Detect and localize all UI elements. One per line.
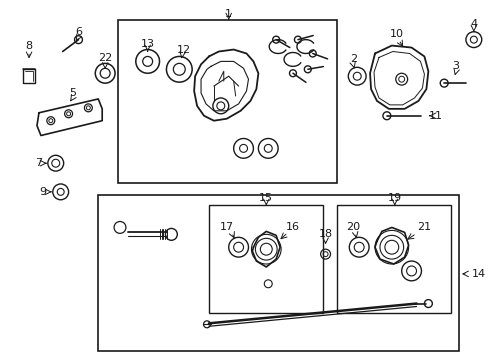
Bar xyxy=(208,205,322,314)
Text: 21: 21 xyxy=(417,222,430,233)
Bar xyxy=(118,20,337,183)
Text: 17: 17 xyxy=(219,222,233,233)
Text: 22: 22 xyxy=(98,53,112,63)
Bar xyxy=(98,195,458,351)
Text: 20: 20 xyxy=(346,222,360,233)
Text: 9: 9 xyxy=(39,187,46,197)
Text: 11: 11 xyxy=(428,111,443,121)
Text: 10: 10 xyxy=(389,29,403,39)
Text: 19: 19 xyxy=(387,193,401,203)
Text: 18: 18 xyxy=(318,229,332,239)
Text: 16: 16 xyxy=(285,222,299,233)
Text: 2: 2 xyxy=(349,54,356,64)
Bar xyxy=(337,205,450,314)
Text: 1: 1 xyxy=(225,9,232,19)
Text: 8: 8 xyxy=(25,41,33,50)
Text: 7: 7 xyxy=(35,158,42,168)
Text: 13: 13 xyxy=(141,39,154,49)
Text: 6: 6 xyxy=(75,27,82,37)
Text: 15: 15 xyxy=(259,193,273,203)
Text: 14: 14 xyxy=(471,269,485,279)
Text: 12: 12 xyxy=(177,45,191,54)
Text: 3: 3 xyxy=(451,61,459,71)
Text: 4: 4 xyxy=(469,19,476,29)
Text: 5: 5 xyxy=(69,88,76,98)
